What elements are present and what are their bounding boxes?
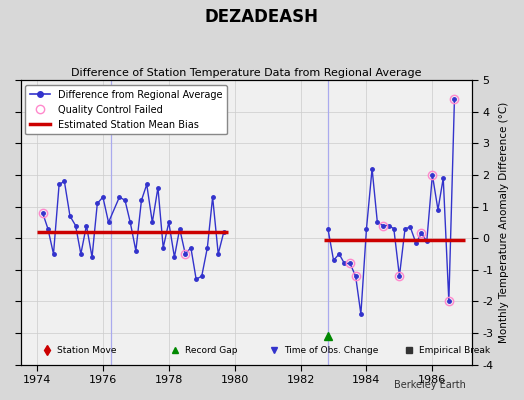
- Text: Berkeley Earth: Berkeley Earth: [395, 380, 466, 390]
- Text: DEZADEASH: DEZADEASH: [205, 8, 319, 26]
- Text: Time of Obs. Change: Time of Obs. Change: [284, 346, 378, 355]
- Title: Difference of Station Temperature Data from Regional Average: Difference of Station Temperature Data f…: [71, 68, 421, 78]
- Text: Empirical Break: Empirical Break: [419, 346, 490, 355]
- Legend: Difference from Regional Average, Quality Control Failed, Estimated Station Mean: Difference from Regional Average, Qualit…: [26, 85, 227, 134]
- Y-axis label: Monthly Temperature Anomaly Difference (°C): Monthly Temperature Anomaly Difference (…: [499, 102, 509, 343]
- Text: Record Gap: Record Gap: [185, 346, 238, 355]
- Text: Station Move: Station Move: [57, 346, 116, 355]
